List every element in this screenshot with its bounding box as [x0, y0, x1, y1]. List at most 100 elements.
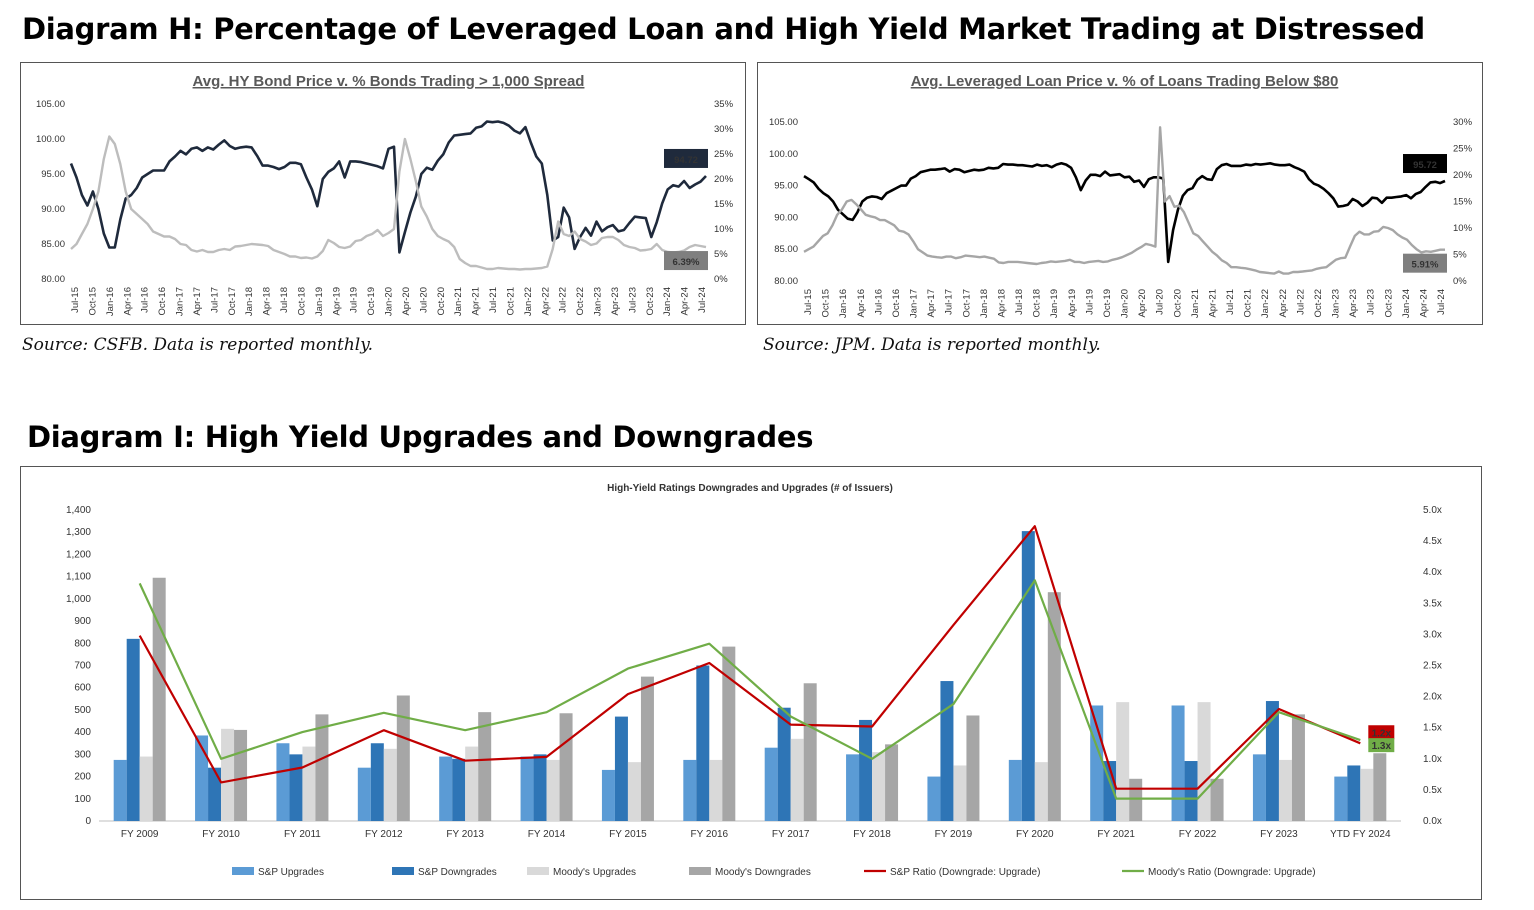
x-tick-label: Jul-16 [873, 289, 884, 315]
sp-ratio-line [138, 525, 1361, 790]
y-left-tick-label: 500 [74, 705, 91, 716]
x-tick-label: Oct-21 [1243, 289, 1254, 318]
x-tick-label: Jul-23 [1366, 289, 1377, 315]
y-right-tick-label: 4.0x [1423, 567, 1442, 578]
y-right-tick-label: 35% [714, 99, 734, 110]
x-tick-label: Jan-17 [909, 289, 920, 318]
y-left-tick-label: 105.00 [769, 117, 798, 128]
bar-moody-s-upgrades [790, 738, 804, 821]
legend-swatch [392, 867, 414, 875]
x-tick-label: Apr-22 [1278, 289, 1289, 318]
y-right-tick-label: 30% [714, 124, 734, 135]
leveraged-loan-price-chart: Avg. Leveraged Loan Price v. % of Loans … [769, 73, 1473, 318]
bar-moody-s-upgrades [872, 752, 886, 821]
x-tick-label: Jul-21 [1225, 289, 1236, 315]
bar-s-p-downgrades [614, 716, 628, 821]
bar-s-p-downgrades [1021, 531, 1035, 821]
x-tick-label: Jan-23 [593, 287, 604, 316]
bar-s-p-upgrades [276, 743, 290, 821]
bar-s-p-upgrades [1334, 776, 1348, 821]
x-tick-label: Oct-21 [505, 287, 516, 316]
bar-s-p-downgrades [1347, 765, 1361, 821]
x-tick-label: Jul-19 [1084, 289, 1095, 315]
y-left-tick-label: 1,200 [66, 549, 91, 560]
y-right-tick-label: 25% [714, 149, 734, 160]
x-tick-label: Apr-16 [856, 289, 867, 318]
hy-bond-source: Source: CSFB. Data is reported monthly. [22, 335, 373, 355]
bar-moody-s-upgrades [627, 762, 641, 821]
bar-s-p-downgrades [126, 638, 140, 821]
y-right-tick-label: 3.0x [1423, 629, 1442, 640]
x-tick-label: Jul-16 [140, 287, 151, 313]
x-tick-label: Oct-23 [645, 287, 656, 316]
x-tick-label: FY 2010 [202, 829, 240, 840]
x-tick-label: FY 2017 [772, 829, 810, 840]
y-left-tick-label: 300 [74, 749, 91, 760]
x-tick-label: FY 2021 [1097, 829, 1135, 840]
y-left-tick-label: 100 [74, 794, 91, 805]
bar-s-p-upgrades [846, 754, 860, 821]
x-tick-label: Jul-24 [697, 287, 708, 313]
x-tick-label: Jan-22 [1260, 289, 1271, 318]
x-tick-label: Apr-20 [401, 287, 412, 316]
x-tick-label: Oct-16 [157, 287, 168, 316]
y-left-tick-label: 600 [74, 683, 91, 694]
x-tick-label: Jul-18 [1014, 289, 1025, 315]
x-tick-label: Jan-24 [662, 287, 673, 316]
bar-moody-s-upgrades [302, 746, 316, 821]
bar-s-p-upgrades [764, 747, 778, 821]
x-tick-label: Oct-15 [87, 287, 98, 316]
percent-series-line [70, 135, 707, 271]
y-right-tick-label: 25% [1453, 144, 1473, 155]
y-right-tick-label: 1.0x [1423, 754, 1442, 765]
legend-label: Moody's Downgrades [715, 867, 811, 878]
y-left-tick-label: 85.00 [774, 244, 798, 255]
bar-moody-s-downgrades [640, 676, 654, 821]
x-tick-label: Jan-24 [1401, 289, 1412, 318]
x-tick-label: Jan-18 [244, 287, 255, 316]
y-left-tick-label: 1,400 [66, 505, 91, 516]
price-end-label: 94.72 [674, 155, 698, 166]
bar-moody-s-upgrades [383, 748, 397, 821]
x-tick-label: Oct-17 [227, 287, 238, 316]
bar-moody-s-upgrades [709, 759, 723, 821]
bar-moody-s-upgrades [221, 728, 235, 821]
x-tick-label: Apr-19 [331, 287, 342, 316]
y-right-tick-label: 2.5x [1423, 661, 1442, 672]
x-tick-label: Apr-23 [610, 287, 621, 316]
x-tick-label: Oct-19 [366, 287, 377, 316]
y-left-tick-label: 95.00 [774, 181, 798, 192]
bar-moody-s-downgrades [315, 714, 329, 821]
y-right-tick-label: 0.5x [1423, 785, 1442, 796]
y-left-tick-label: 85.00 [41, 239, 65, 250]
x-tick-label: FY 2020 [1016, 829, 1054, 840]
x-tick-label: Apr-18 [996, 289, 1007, 318]
legend-label: Moody's Upgrades [553, 867, 636, 878]
bar-s-p-downgrades [1265, 701, 1279, 821]
bar-s-p-downgrades [289, 754, 303, 821]
x-tick-label: Apr-17 [192, 287, 203, 316]
x-tick-label: Jan-20 [1120, 289, 1131, 318]
bar-s-p-upgrades [520, 756, 534, 821]
y-right-tick-label: 20% [714, 174, 734, 185]
bar-s-p-downgrades [452, 758, 466, 821]
legend-label: S&P Downgrades [418, 867, 497, 878]
x-tick-label: Jan-22 [523, 287, 534, 316]
y-left-tick-label: 200 [74, 772, 91, 783]
moodys-ratio-end-label: 1.3x [1372, 741, 1392, 752]
bar-moody-s-downgrades [722, 646, 736, 821]
bar-s-p-downgrades [696, 665, 710, 821]
x-tick-label: Oct-19 [1102, 289, 1113, 318]
diagram-i-heading: Diagram I: High Yield Upgrades and Downg… [27, 420, 814, 454]
bar-s-p-upgrades [601, 769, 615, 821]
x-tick-label: Oct-16 [891, 289, 902, 318]
y-left-tick-label: 95.00 [41, 169, 65, 180]
y-right-tick-label: 15% [714, 199, 734, 210]
x-tick-label: Apr-21 [471, 287, 482, 316]
x-tick-label: Jul-15 [70, 287, 81, 313]
bar-s-p-upgrades [357, 767, 371, 821]
moodys-ratio-end-box [1368, 738, 1395, 753]
x-tick-label: Apr-19 [1067, 289, 1078, 318]
x-tick-label: Jul-22 [1295, 289, 1306, 315]
bar-moody-s-upgrades [465, 746, 479, 821]
